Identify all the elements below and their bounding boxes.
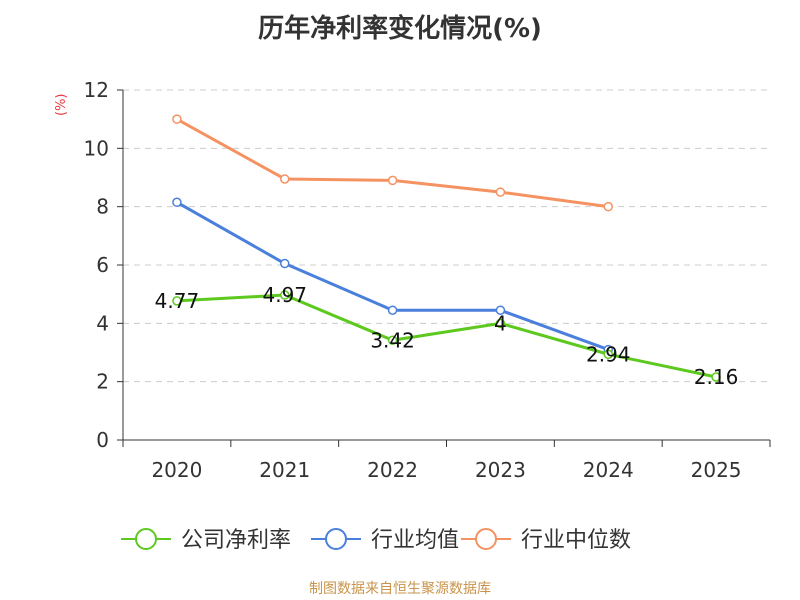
series-line <box>176 293 717 379</box>
data-point <box>603 201 613 212</box>
data-point <box>495 187 506 197</box>
x-tick-label: 2020 <box>151 458 202 482</box>
data-label: 4.97 <box>262 283 307 307</box>
data-point <box>495 305 506 315</box>
y-tick-label: 6 <box>96 253 109 277</box>
x-tick-label: 2024 <box>583 458 634 482</box>
data-point <box>387 335 398 345</box>
data-point <box>280 290 290 300</box>
y-tick-label: 12 <box>84 78 109 102</box>
data-label: 3.42 <box>370 328 415 352</box>
data-point <box>387 175 398 186</box>
x-tick-label: 2022 <box>367 458 418 482</box>
data-point <box>172 197 182 208</box>
y-tick-label: 10 <box>84 136 109 160</box>
legend-label: 行业均值 <box>371 528 459 553</box>
chart-title: 历年净利率变化情况(%) <box>258 14 542 44</box>
data-point <box>495 318 506 329</box>
source-note: 制图数据来自恒生聚源数据库 <box>309 581 491 597</box>
data-label: 2.94 <box>586 342 631 366</box>
data-label: 4 <box>494 311 507 335</box>
legend-marker <box>475 528 497 550</box>
x-tick-label: 2023 <box>475 458 526 482</box>
y-tick-label: 8 <box>96 195 109 219</box>
data-point <box>172 114 182 124</box>
legend-marker <box>325 528 347 550</box>
data-label: 2.16 <box>694 365 739 389</box>
legend-label: 公司净利率 <box>181 528 291 553</box>
data-point <box>387 305 398 315</box>
data-point <box>280 174 290 184</box>
y-tick-label: 0 <box>96 428 109 452</box>
x-tick-label: 2021 <box>259 458 310 482</box>
data-label: 4.77 <box>155 289 200 313</box>
y-tick-label: 4 <box>96 311 109 335</box>
data-point <box>711 372 721 382</box>
data-point <box>280 258 290 269</box>
x-tick-label: 2025 <box>691 458 742 482</box>
legend-label: 行业中位数 <box>521 528 631 553</box>
legend-marker <box>135 528 157 550</box>
series-line <box>176 117 609 209</box>
y-tick-label: 2 <box>96 370 109 394</box>
data-point <box>603 349 613 359</box>
data-point <box>172 296 182 306</box>
